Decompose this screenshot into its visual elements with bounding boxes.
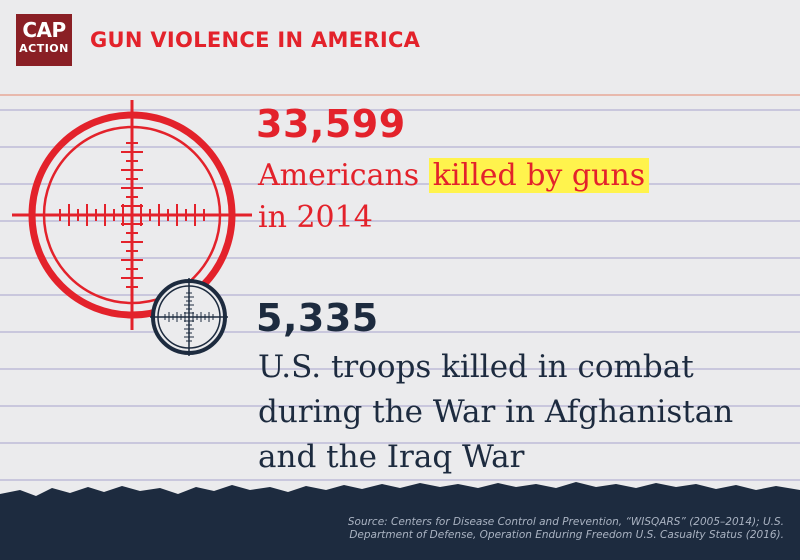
logo-line-2: ACTION (19, 42, 69, 55)
stat2-line3: and the Iraq War (258, 439, 525, 475)
stat1-text-before: Americans (258, 158, 429, 193)
small-crosshair-icon (150, 278, 228, 356)
stat2-description: U.S. troops killed in combat during the … (258, 345, 733, 480)
page-title: GUN VIOLENCE IN AMERICA (90, 28, 421, 52)
margin-rule (0, 94, 800, 96)
stat1-highlight: killed by guns (428, 158, 650, 193)
stat1-description: Americans killed by guns in 2014 (258, 155, 650, 239)
stat2-line1: U.S. troops killed in combat (258, 349, 694, 385)
stat1-number: 33,599 (256, 102, 406, 146)
logo-line-1: CAP (22, 18, 66, 42)
source-note: Source: Centers for Disease Control and … (347, 516, 784, 541)
footer-band (0, 478, 800, 560)
header-band (0, 0, 800, 94)
stat1-text-line2: in 2014 (258, 200, 373, 235)
cap-action-logo: CAP ACTION (16, 14, 72, 66)
stat2-number: 5,335 (256, 296, 379, 340)
large-crosshair-icon (12, 100, 252, 330)
stat2-line2: during the War in Afghanistan (258, 394, 734, 430)
